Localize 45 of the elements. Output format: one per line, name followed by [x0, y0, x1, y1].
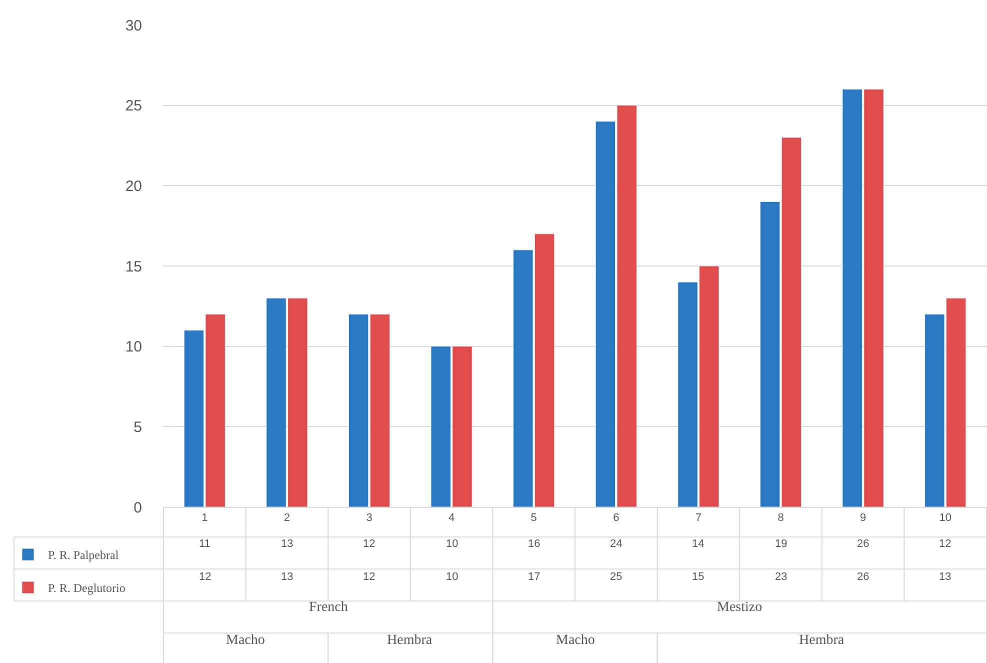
y-tick-label: 20: [125, 178, 142, 195]
x-tick-label: 2: [284, 512, 290, 524]
data-label: 26: [857, 571, 870, 583]
text: Hembra: [799, 633, 845, 648]
y-tick-label: 25: [125, 98, 142, 115]
y-tick-label: 30: [125, 17, 142, 34]
data-label: 24: [610, 538, 622, 550]
data-label: 23: [775, 571, 788, 583]
data-label: 10: [446, 571, 458, 583]
x-tick-label: 4: [448, 512, 455, 524]
text: Macho: [556, 633, 595, 648]
data-label: 13: [281, 571, 294, 583]
x-tick-label: 7: [695, 512, 702, 524]
data-label: 26: [857, 538, 870, 550]
x-tick-label: 9: [860, 512, 866, 524]
text: Macho: [226, 633, 265, 648]
legend-label: P. R. Palpebral: [48, 548, 120, 562]
data-label: 12: [363, 538, 376, 550]
data-label: 12: [363, 571, 376, 583]
x-tick-label: 10: [939, 512, 952, 524]
data-label: 11: [199, 538, 210, 550]
data-label: 13: [939, 571, 952, 583]
x-tick-label: 3: [366, 512, 372, 524]
data-label: 13: [281, 538, 294, 550]
text: Mestizo: [717, 600, 762, 615]
data-label: 16: [528, 538, 540, 550]
x-tick-label: 5: [530, 512, 537, 524]
x-tick-label: 1: [202, 512, 208, 524]
y-tick-label: 0: [134, 499, 142, 516]
data-label: 12: [939, 538, 952, 550]
x-tick-label: 6: [613, 512, 620, 524]
data-label: 12: [199, 571, 212, 583]
data-label: 10: [446, 538, 458, 550]
data-label: 19: [775, 538, 788, 550]
data-label: 25: [610, 571, 622, 583]
data-label: 14: [692, 538, 704, 550]
y-tick-label: 5: [134, 418, 142, 436]
data-label: 15: [692, 571, 704, 583]
legend-label: P. R. Deglutorio: [48, 581, 126, 596]
y-tick-label: 15: [125, 258, 142, 276]
text: Hembra: [387, 633, 433, 648]
y-tick-label: 10: [125, 338, 142, 356]
data-label: 17: [528, 571, 540, 583]
x-tick-label: 8: [778, 512, 784, 524]
text: French: [309, 600, 348, 615]
